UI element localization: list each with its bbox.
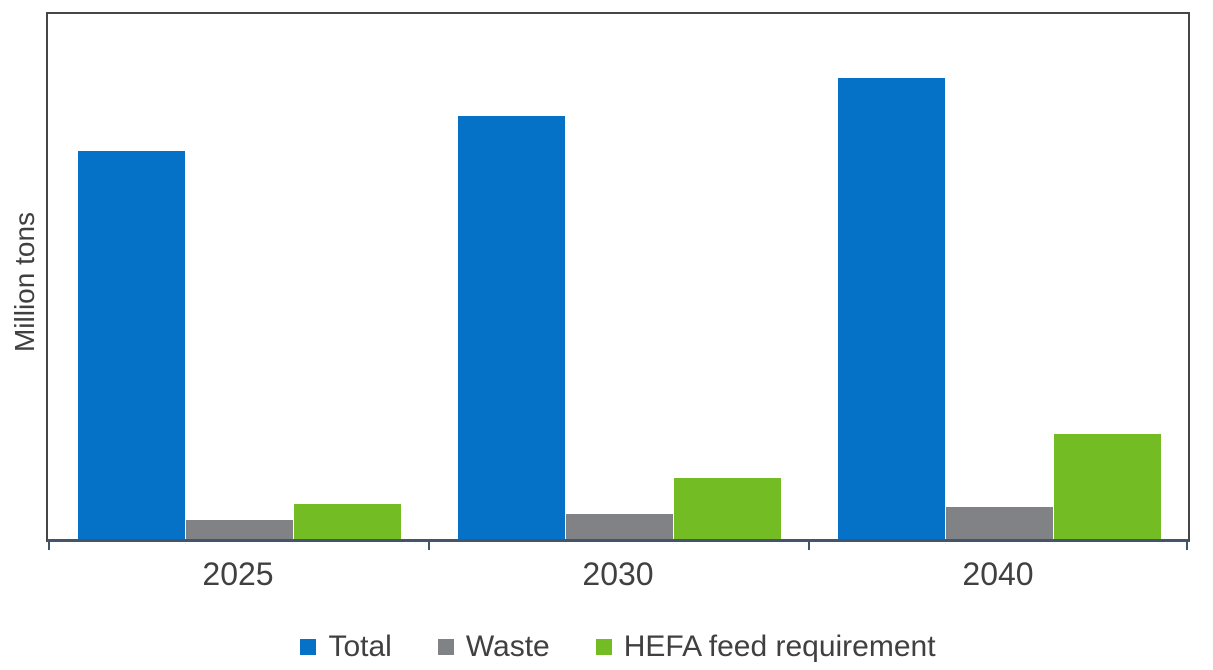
legend-item-hefa-feed-requirement: HEFA feed requirement <box>595 630 936 664</box>
x-axis-tick <box>428 542 430 550</box>
legend-item-total: Total <box>300 630 392 664</box>
x-axis-tick <box>48 542 50 550</box>
legend-swatch-hefa-feed-requirement-icon <box>595 639 612 655</box>
plot-area <box>46 12 1190 550</box>
bar-total-2030 <box>458 115 565 539</box>
bar-total-2025 <box>78 150 185 539</box>
bar-hefa-feed-requirement-2025 <box>294 503 401 539</box>
bar-hefa-feed-requirement-2030 <box>674 478 781 539</box>
y-axis-title: Million tons <box>9 211 40 353</box>
x-axis-labels: 2025 2030 2040 <box>48 556 1188 593</box>
bar-waste-2025 <box>186 520 293 539</box>
x-tick-label-2030: 2030 <box>582 556 654 592</box>
legend-label-hefa-feed-requirement: HEFA feed requirement <box>623 630 936 663</box>
bar-hefa-feed-requirement-2040 <box>1054 434 1161 539</box>
bar-waste-2030 <box>566 513 673 539</box>
x-axis-tick <box>1186 542 1188 550</box>
x-tick-label-2025: 2025 <box>202 556 274 592</box>
legend: Total Waste HEFA feed requirement <box>48 630 1188 664</box>
bar-waste-2040 <box>946 506 1053 539</box>
legend-swatch-waste-icon <box>437 639 454 655</box>
x-axis-tick <box>808 542 810 550</box>
x-tick-label-2040: 2040 <box>962 556 1034 592</box>
legend-label-total: Total <box>328 630 392 663</box>
legend-swatch-total-icon <box>300 639 317 655</box>
legend-label-waste: Waste <box>465 630 550 663</box>
legend-item-waste: Waste <box>437 630 550 664</box>
bar-total-2040 <box>838 78 945 539</box>
